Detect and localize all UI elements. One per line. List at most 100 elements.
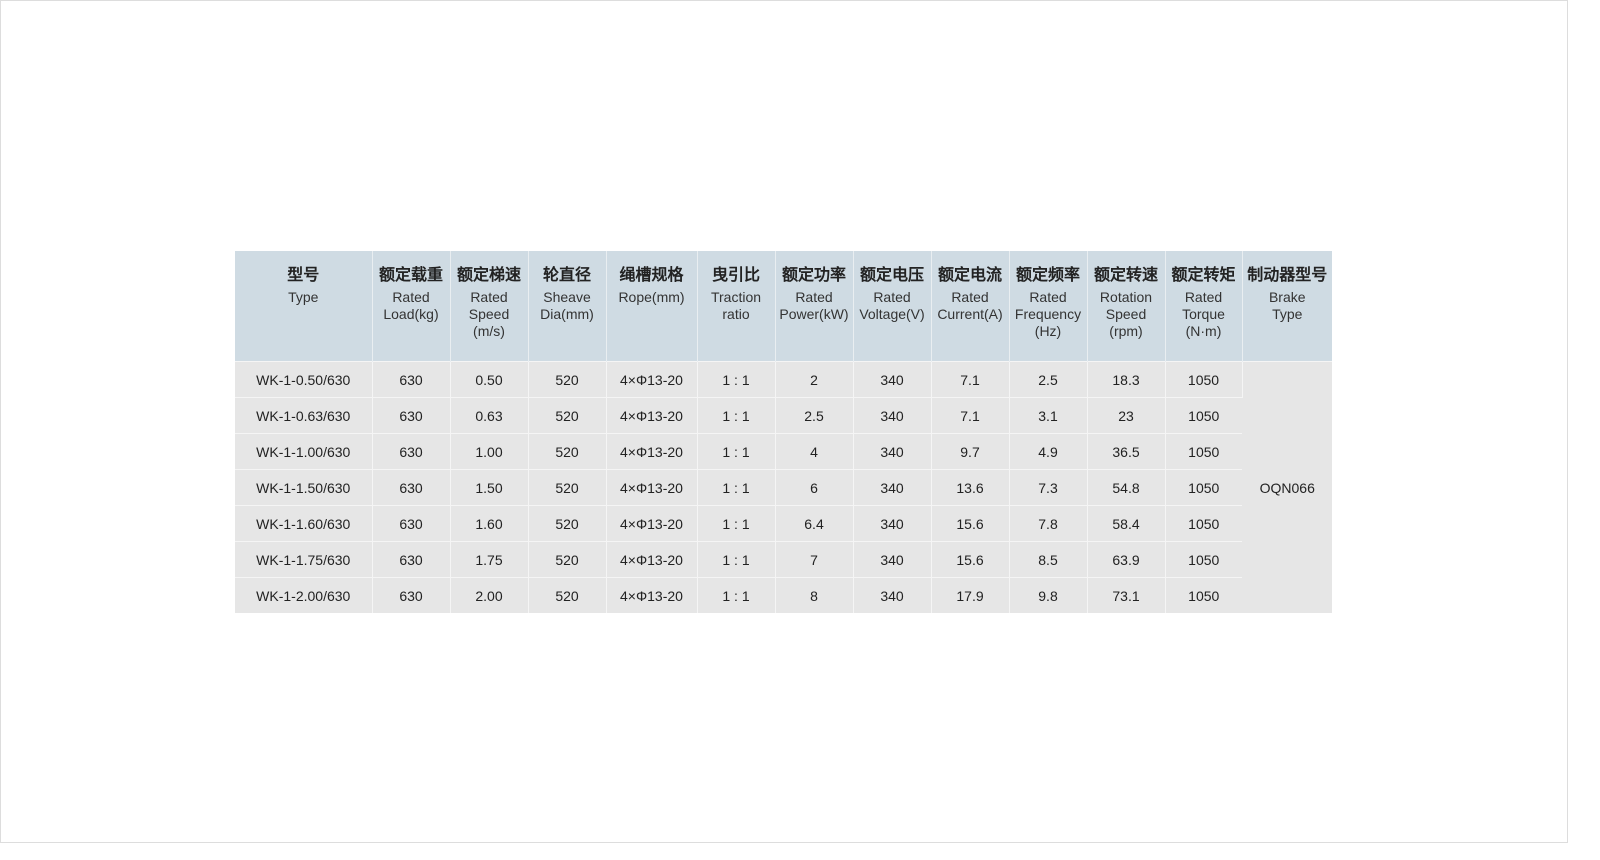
table-cell: WK-1-1.60/630 (235, 505, 373, 542)
table-cell: 1 : 1 (697, 577, 776, 613)
header-zh: 制动器型号 (1247, 267, 1328, 284)
table-cell: 4×Φ13-20 (606, 505, 698, 542)
table-cell: 340 (853, 505, 932, 542)
table-cell: 1050 (1165, 361, 1243, 398)
table-cell: 520 (528, 469, 607, 506)
table-cell: 340 (853, 541, 932, 578)
table-cell: 18.3 (1087, 361, 1166, 398)
column-header: 型号 Type (235, 251, 373, 362)
table-cell: 520 (528, 361, 607, 398)
header-en: Sheave Dia(mm) (540, 289, 594, 322)
table-cell: 630 (372, 577, 451, 613)
table-cell: 1050 (1165, 397, 1242, 434)
table-cell: 340 (853, 361, 932, 398)
table-cell: 4×Φ13-20 (606, 541, 698, 578)
table-row: WK-1-1.75/630 630 1.75 520 4×Φ13-20 1 : 1 7 340… (235, 541, 1332, 578)
header-en: Rated Voltage(V) (859, 289, 925, 322)
table-cell: 1 : 1 (697, 361, 776, 398)
table-cell: 340 (853, 577, 932, 613)
table-cell: 7.8 (1009, 505, 1088, 542)
table-cell: 520 (528, 433, 607, 470)
table-cell: 520 (528, 397, 607, 434)
table-cell: WK-1-1.00/630 (235, 433, 373, 470)
header-zh: 额定转矩 (1171, 267, 1236, 284)
header-en: Brake Type (1268, 289, 1306, 322)
table-cell: 7 (775, 541, 854, 578)
header-en: Rated Power(kW) (779, 289, 849, 322)
header-zh: 额定载重 (378, 267, 443, 284)
table-cell: 4×Φ13-20 (606, 361, 698, 398)
table-cell: WK-1-1.50/630 (235, 469, 373, 506)
table-row: WK-1-0.50/630 630 0.50 520 4×Φ13-20 1 : 1 2 340… (235, 361, 1332, 613)
table-cell: 1050 (1165, 433, 1242, 470)
table-cell: 1.60 (450, 505, 529, 542)
header-en: Traction ratio (710, 289, 762, 322)
table-row: WK-1-1.00/630 630 1.00 520 4×Φ13-20 1 : 1 4 340… (235, 433, 1332, 470)
column-header: 额定电流 Rated Current(A) (931, 251, 1010, 362)
table-cell: 520 (528, 505, 607, 542)
column-header: 额定转速 Rotation Speed (rpm) (1087, 251, 1166, 362)
table-cell: 520 (528, 577, 607, 613)
table-cell: 63.9 (1087, 541, 1166, 578)
column-header: 额定频率 Rated Frequency (Hz) (1009, 251, 1088, 362)
spec-table: 型号 Type 额定载重 Rated Load(kg) 额定梯速 Rated Speed … (235, 251, 1332, 613)
header-en: Rated Load(kg) (383, 289, 439, 322)
table-cell: 17.9 (931, 577, 1010, 613)
table-cell: 2.5 (1009, 361, 1088, 398)
table-cell: 9.8 (1009, 577, 1088, 613)
table-cell: 2.5 (775, 397, 854, 434)
table-cell: 7.1 (931, 361, 1010, 398)
table-row: WK-1-0.63/630 630 0.63 520 4×Φ13-20 1 : 1 2.5 3… (235, 397, 1332, 434)
header-zh: 轮直径 (542, 267, 591, 284)
table-cell: 54.8 (1087, 469, 1166, 506)
table-cell: 4×Φ13-20 (606, 469, 698, 506)
table-row: WK-1-2.00/630 630 2.00 520 4×Φ13-20 1 : 1 8 340… (235, 577, 1332, 613)
header-en: Type (288, 289, 319, 305)
table-cell: 1 : 1 (697, 505, 776, 542)
table-cell: 1050 (1165, 469, 1242, 506)
table-cell: 340 (853, 433, 932, 470)
table-cell: 1.50 (450, 469, 529, 506)
table-cell: 9.7 (931, 433, 1010, 470)
table-cell: 8.5 (1009, 541, 1088, 578)
table-cell: 1.75 (450, 541, 529, 578)
header-zh: 额定频率 (1015, 267, 1080, 284)
table-cell: 6 (775, 469, 854, 506)
table-cell: 58.4 (1087, 505, 1166, 542)
table-cell: 4×Φ13-20 (606, 397, 698, 434)
table-cell: 4 (775, 433, 854, 470)
header-zh: 额定转速 (1093, 267, 1158, 284)
table-cell: 1 : 1 (697, 433, 776, 470)
table-cell: 7.3 (1009, 469, 1088, 506)
table-cell: 340 (853, 397, 932, 434)
header-zh: 绳槽规格 (619, 267, 684, 284)
header-zh: 额定梯速 (456, 267, 521, 284)
column-header: 额定载重 Rated Load(kg) (372, 251, 451, 362)
table-cell: 1.00 (450, 433, 529, 470)
table-cell: 1050 (1165, 505, 1242, 542)
table-cell: 630 (372, 505, 451, 542)
table-cell: 0.63 (450, 397, 529, 434)
header-en: Rope(mm) (618, 289, 685, 305)
header-en: Rated Frequency (Hz) (1014, 289, 1082, 339)
column-header: 额定功率 Rated Power(kW) (775, 251, 854, 362)
header-zh: 曳引比 (711, 267, 760, 284)
column-header: 制动器型号 Brake Type (1242, 251, 1332, 362)
table-cell: 15.6 (931, 505, 1010, 542)
table-row: WK-1-1.50/630 630 1.50 520 4×Φ13-20 1 : 1 6 340… (235, 469, 1332, 506)
header-en: Rotation Speed (rpm) (1099, 289, 1153, 339)
table-cell: 4×Φ13-20 (606, 577, 698, 613)
table-cell: 73.1 (1087, 577, 1166, 613)
column-header: 额定转矩 Rated Torque (N·m) (1165, 251, 1243, 362)
table-cell: 1 : 1 (697, 541, 776, 578)
table-cell: 630 (372, 469, 451, 506)
header-en: Rated Torque (N·m) (1182, 289, 1225, 339)
table-cell: 0.50 (450, 361, 529, 398)
table-cell: 2 (775, 361, 854, 398)
table-cell: 36.5 (1087, 433, 1166, 470)
table-row: WK-1-1.60/630 630 1.60 520 4×Φ13-20 1 : 1 6.4 3… (235, 505, 1332, 542)
table-cell: 630 (372, 361, 451, 398)
header-en: Rated Current(A) (937, 289, 1003, 322)
table-cell: 630 (372, 541, 451, 578)
table-cell: 3.1 (1009, 397, 1088, 434)
